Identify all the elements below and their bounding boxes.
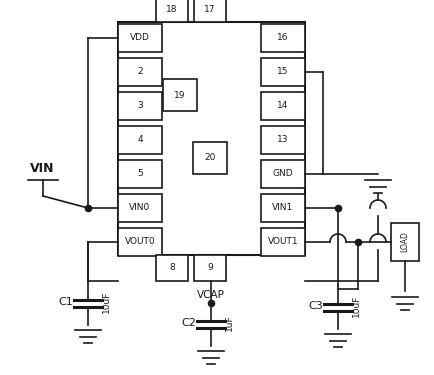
Text: VOUT0: VOUT0 — [125, 237, 155, 246]
Text: VDD: VDD — [130, 33, 150, 42]
Text: C2: C2 — [181, 318, 196, 328]
Text: 18: 18 — [166, 4, 178, 13]
Bar — [194, 0, 226, 22]
Text: C3: C3 — [308, 301, 322, 311]
Bar — [193, 142, 227, 174]
Text: GND: GND — [272, 170, 293, 178]
Text: LOAD: LOAD — [400, 231, 408, 252]
Bar — [260, 24, 304, 52]
Text: VCAP: VCAP — [197, 290, 224, 300]
Text: 9: 9 — [207, 264, 212, 273]
Text: 3: 3 — [137, 102, 142, 111]
Bar — [118, 160, 161, 188]
Bar — [118, 92, 161, 120]
Bar — [118, 194, 161, 222]
Bar — [118, 22, 304, 255]
Text: 10uF: 10uF — [351, 295, 360, 317]
Text: 1uF: 1uF — [224, 315, 233, 332]
Bar — [260, 160, 304, 188]
Text: 13: 13 — [276, 135, 288, 144]
Bar — [118, 126, 161, 154]
Text: VOUT1: VOUT1 — [267, 237, 298, 246]
Text: 17: 17 — [204, 4, 215, 13]
Text: 2: 2 — [137, 68, 142, 76]
Text: VIN0: VIN0 — [129, 204, 150, 213]
Text: 19: 19 — [174, 90, 185, 99]
Bar — [194, 255, 226, 281]
Text: C1: C1 — [59, 297, 73, 307]
Bar — [163, 79, 197, 111]
Text: VIN: VIN — [30, 162, 54, 174]
Text: 10uF: 10uF — [101, 291, 110, 313]
Bar — [260, 228, 304, 256]
Bar — [118, 228, 161, 256]
Bar — [260, 92, 304, 120]
Text: 8: 8 — [169, 264, 174, 273]
Bar — [260, 194, 304, 222]
Text: 15: 15 — [276, 68, 288, 76]
Bar — [118, 58, 161, 86]
Text: 14: 14 — [277, 102, 288, 111]
Text: VIN1: VIN1 — [272, 204, 293, 213]
Bar — [118, 24, 161, 52]
Bar — [260, 58, 304, 86]
Text: 16: 16 — [276, 33, 288, 42]
Bar — [156, 0, 187, 22]
Text: 4: 4 — [137, 135, 142, 144]
Bar — [156, 255, 187, 281]
Bar — [260, 126, 304, 154]
Text: 20: 20 — [204, 153, 215, 162]
Text: 5: 5 — [137, 170, 142, 178]
Bar — [390, 223, 418, 261]
